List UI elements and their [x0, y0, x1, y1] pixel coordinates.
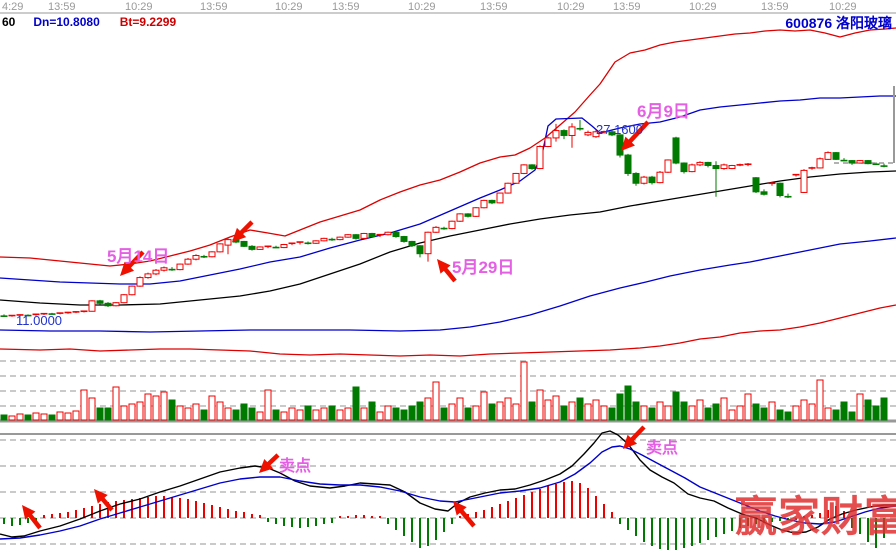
time-tick: 13:59 — [480, 1, 508, 13]
time-tick: 10:29 — [829, 1, 857, 13]
time-tick: 10:29 — [275, 1, 303, 13]
chart-annotation: 11.0000 — [16, 313, 62, 328]
stock-code-name: 600876 洛阳玻璃 — [785, 15, 892, 31]
time-tick: 13:59 — [761, 1, 789, 13]
time-tick: 13:59 — [332, 1, 360, 13]
time-tick: 10:29 — [408, 1, 436, 13]
chart-annotation: 6月9日 — [637, 102, 690, 121]
chart-annotation: 卖点 — [279, 456, 311, 475]
watermark-text: 赢家财富网 — [735, 493, 896, 540]
chart-annotation: 5月29日 — [452, 258, 514, 277]
chart-annotation: 卖点 — [646, 438, 678, 457]
time-tick: 13:59 — [613, 1, 641, 13]
time-tick: 10:29 — [125, 1, 153, 13]
period-label: 60 — [2, 15, 16, 29]
bt-indicator-value: Bt=9.2299 — [119, 15, 177, 29]
time-tick: 10:29 — [689, 1, 717, 13]
time-tick: 13:59 — [48, 1, 76, 13]
indicator-row: 60 Dn=10.8080 Bt=9.2299 — [2, 15, 176, 29]
dn-indicator-value: Dn=10.8080 — [33, 15, 100, 29]
time-axis: 4:29 13:59 10:29 13:59 10:29 13:59 10:29 13:59 1… — [0, 1, 896, 13]
time-tick: 4:29 — [2, 1, 24, 13]
time-tick: 10:29 — [557, 1, 585, 13]
chart-annotation: 27.1600 — [596, 122, 643, 137]
chart-annotation: 5月14日 — [107, 247, 169, 266]
time-tick: 13:59 — [200, 1, 228, 13]
